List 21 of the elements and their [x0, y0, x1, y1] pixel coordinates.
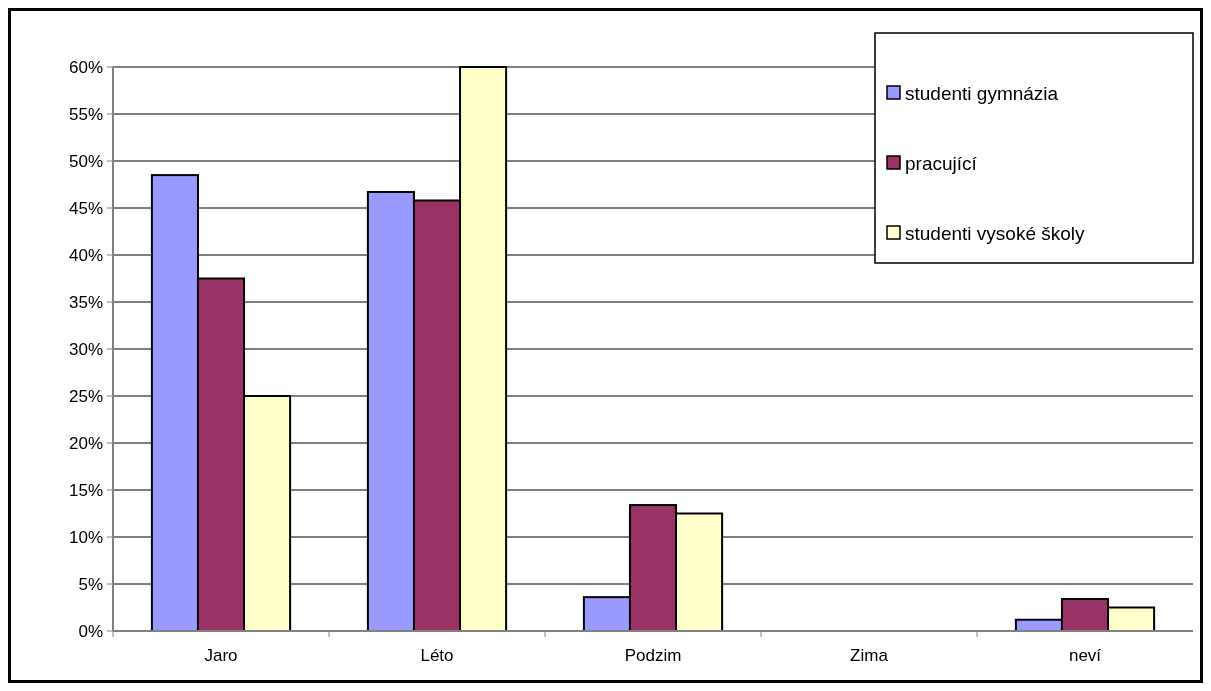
y-tick-label: 0% — [78, 621, 103, 641]
legend-label: pracující — [905, 152, 978, 174]
legend-label: studenti gymnázia — [905, 82, 1059, 104]
y-tick-label: 5% — [78, 574, 103, 594]
y-tick-label: 45% — [68, 198, 103, 218]
y-tick-label: 10% — [68, 527, 103, 547]
y-tick-label: 20% — [68, 433, 103, 453]
x-tick-label: Léto — [420, 646, 454, 665]
y-tick-label: 50% — [68, 151, 103, 171]
legend-label: studenti vysoké školy — [905, 222, 1086, 244]
x-tick-label: neví — [1068, 646, 1102, 665]
x-tick-label: Podzim — [624, 646, 682, 665]
y-tick-label: 15% — [68, 480, 103, 500]
x-tick-label: Zima — [850, 646, 889, 665]
y-tick-label: 55% — [68, 104, 103, 124]
y-tick-label: 35% — [68, 292, 103, 312]
y-tick-label: 60% — [68, 57, 103, 77]
y-tick-label: 25% — [68, 386, 103, 406]
x-tick-label: Jaro — [204, 646, 238, 665]
y-tick-label: 30% — [68, 339, 103, 359]
y-tick-label: 40% — [68, 245, 103, 265]
